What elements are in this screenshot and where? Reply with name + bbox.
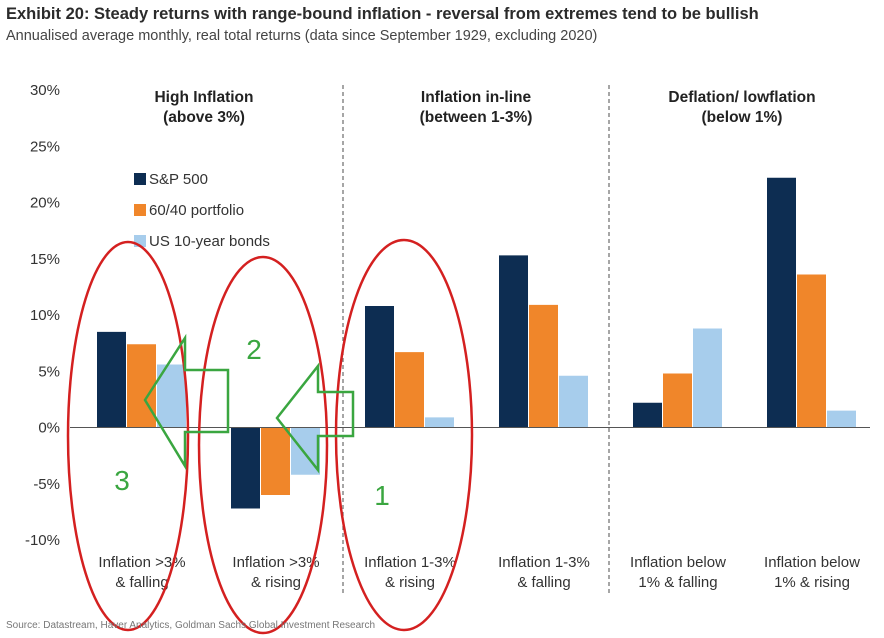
bar [127, 344, 156, 428]
y-axis: -10% -5% 0% 5% 10% 15% 20% 25% 30% [25, 82, 60, 549]
y-tick-label: 30% [30, 82, 60, 99]
bar [797, 274, 826, 428]
chart-title: Exhibit 20: Steady returns with range-bo… [6, 5, 759, 23]
bars [97, 177, 856, 509]
annotations: 1 2 3 [66, 238, 474, 635]
group-label: Deflation/ lowflation [668, 89, 815, 106]
legend-swatch [134, 204, 146, 216]
category-labels: Inflation >3% & falling Inflation >3% & ris… [98, 554, 860, 591]
group-label: High Inflation [154, 89, 253, 106]
category-label: & falling [115, 574, 168, 591]
legend-label: 60/40 portfolio [149, 202, 244, 219]
group-label: (between 1-3%) [420, 109, 533, 126]
bar [693, 328, 722, 428]
category-label: Inflation below [764, 554, 860, 571]
bar [559, 375, 588, 428]
category-label: Inflation 1-3% [498, 554, 590, 571]
category-label: Inflation >3% [98, 554, 185, 571]
group-labels: High Inflation (above 3%) Inflation in-lin… [154, 89, 815, 126]
bar [827, 410, 856, 428]
category-label: Inflation >3% [232, 554, 319, 571]
bar [425, 417, 454, 428]
highlight-ellipse [197, 255, 329, 635]
annotation-number: 2 [246, 334, 262, 365]
category-label: Inflation 1-3% [364, 554, 456, 571]
bar [97, 331, 126, 428]
y-tick-label: -10% [25, 532, 60, 549]
category-label: & falling [517, 574, 570, 591]
y-tick-label: -5% [33, 476, 60, 493]
y-tick-label: 10% [30, 307, 60, 324]
legend-swatch [134, 173, 146, 185]
group-separators [342, 85, 610, 595]
bar [261, 427, 290, 495]
chart-subtitle: Annualised average monthly, real total r… [6, 28, 598, 44]
category-label: Inflation below [630, 554, 726, 571]
bar [499, 255, 528, 428]
bar [395, 352, 424, 428]
source-note: Source: Datastream, Haver Analytics, Gol… [6, 620, 376, 631]
group-label: Inflation in-line [421, 89, 532, 106]
left-arrow-icon [143, 333, 230, 471]
category-label: & rising [251, 574, 301, 591]
group-label: (above 3%) [163, 109, 245, 126]
bar [365, 306, 394, 428]
legend: S&P 500 60/40 portfolio US 10-year bonds [134, 171, 270, 250]
y-tick-label: 25% [30, 138, 60, 155]
category-label: & rising [385, 574, 435, 591]
bar [231, 427, 260, 509]
group-label: (below 1%) [702, 109, 783, 126]
y-tick-label: 5% [38, 363, 60, 380]
bar [529, 304, 558, 428]
left-arrow-icon [275, 362, 355, 474]
highlight-ellipse [66, 240, 190, 632]
y-tick-label: 15% [30, 251, 60, 268]
category-label: 1% & falling [638, 574, 717, 591]
legend-label: S&P 500 [149, 171, 208, 188]
highlight-ellipse [334, 238, 474, 632]
y-tick-label: 0% [38, 420, 60, 437]
bar [633, 402, 662, 428]
y-tick-label: 20% [30, 195, 60, 212]
bar [767, 177, 796, 428]
legend-label: US 10-year bonds [149, 233, 270, 250]
annotation-number: 1 [374, 480, 390, 511]
bar [663, 373, 692, 428]
category-label: 1% & rising [774, 574, 850, 591]
annotation-number: 3 [114, 465, 130, 496]
